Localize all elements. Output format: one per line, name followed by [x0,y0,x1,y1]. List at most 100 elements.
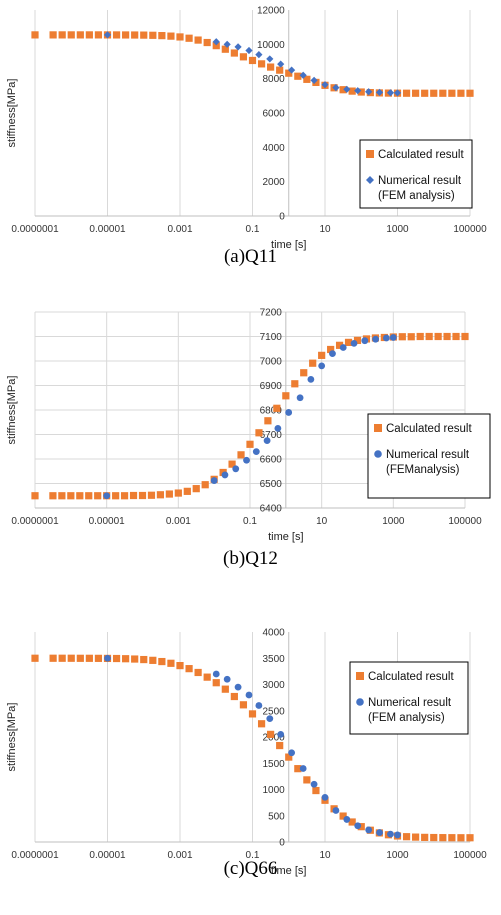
numerical-result-point [285,409,293,416]
calculated-result-point [239,53,248,61]
x-tick-label: 0.0000001 [11,224,59,235]
y-tick-label: 2500 [263,706,286,717]
numerical-result-point [210,477,218,484]
calculated-result-point [466,834,474,842]
calculated-result-point [58,492,66,500]
numerical-result-point [223,675,231,683]
calculated-result-point [203,673,211,681]
numerical-result-point [372,335,380,343]
y-tick-label: 6000 [263,109,286,120]
calculated-result-point [112,31,121,39]
calculated-result-point [120,492,129,500]
calculated-result-point [67,654,75,662]
numerical-result-point [221,471,229,479]
calculated-result-point [31,492,39,500]
x-axis-title: time [s] [271,239,306,251]
stiffness-chart-q66: 0.0000001 0.00001 0.001 0.1 10 1000 100000 0 500… [6,628,487,878]
calculated-result-point [402,89,411,97]
numerical-result-point [329,350,336,358]
calculated-result-point [303,776,311,784]
calculated-result-point [140,655,148,664]
calculated-result-point [353,336,362,345]
numerical-result-point [389,334,397,341]
x-tick-label: 0.001 [166,516,191,527]
calculated-result-point [457,834,465,842]
numerical-result-point [386,89,395,97]
x-axis-title: time [s] [268,531,303,543]
calculated-result-point [443,332,451,341]
calculated-result-point [76,31,84,39]
calculated-result-point [430,833,438,842]
calculated-result-point [185,665,193,673]
calculated-result-point [357,823,365,831]
y-tick-label: 3000 [263,680,286,691]
numerical-result-point [332,807,340,814]
legend-marker [356,698,364,706]
calculated-result-point [129,491,138,500]
calculated-result-point [49,654,57,662]
chart-caption-c: (c)Q66 [223,858,278,879]
calculated-result-point [212,679,220,687]
legend-marker [366,150,374,158]
numerical-result-point [277,730,285,738]
calculated-result-point [439,834,447,842]
y-tick-label: 6600 [260,455,283,466]
numerical-result-point [321,793,329,801]
y-tick-label: 6900 [260,381,283,392]
y-tick-label: 1000 [263,785,286,796]
calculated-result-point [246,440,254,448]
calculated-result-point [448,834,456,842]
calculated-result-point [335,341,344,349]
calculated-result-point [248,710,257,718]
y-axis-title: stiffness[MPa] [6,703,18,772]
numerical-result-point [339,344,347,351]
numerical-result-point [266,55,274,63]
x-tick-label: 0.1 [246,850,260,861]
y-axis-title: stiffness[MPa] [6,79,18,148]
calculated-result-point [228,460,236,468]
numerical-result-point [104,654,111,662]
calculated-result-point [421,89,429,97]
numerical-result-point [296,394,304,402]
calculated-result-point [303,75,311,83]
calculated-result-point [239,701,248,709]
y-tick-label: 0 [279,838,285,849]
y-tick-label: 7100 [260,332,283,343]
calculated-result-point [183,487,191,495]
numerical-result-point [266,715,274,723]
calculated-result-point [122,655,130,663]
legend-label: Calculated result [386,423,472,435]
x-tick-label: 100000 [453,224,487,235]
stiffness-chart-q12: 0.0000001 0.00001 0.001 0.1 10 1000 100000 6400… [6,308,491,543]
x-tick-label: 0.1 [243,516,257,527]
calculated-result-point [85,31,93,39]
numerical-result-point [103,492,111,500]
numerical-result-point [263,437,271,445]
calculated-result-point [76,654,84,662]
calculated-result-point [294,765,302,773]
calculated-result-point [165,490,173,498]
x-tick-label: 1000 [386,850,409,861]
calculated-result-point [257,720,266,728]
calculated-result-point [149,656,157,664]
calculated-result-point [291,380,299,388]
legend-label: Calculated result [378,149,464,161]
numerical-result-point [274,424,282,432]
x-tick-label: 1000 [386,224,409,235]
numerical-result-point [234,683,242,691]
x-tick-label: 0.001 [167,224,192,235]
calculated-result-point [312,786,320,795]
calculated-result-point [416,332,424,341]
numerical-result-point [361,337,369,345]
numerical-result-point [243,456,250,464]
calculated-result-point [94,654,103,662]
calculated-result-point [156,491,165,499]
chart-panel-a: 0.0000001 0.00001 0.001 0.1 10 1000 100000 0 200… [0,0,501,290]
numerical-result-point [223,40,231,48]
calculated-result-point [348,818,356,826]
calculated-result-point [285,69,293,77]
calculated-result-point [348,87,356,95]
chart-caption-a: (a)Q11 [223,246,278,267]
calculated-result-point [94,492,102,500]
legend-label: (FEManalysis) [386,464,460,476]
